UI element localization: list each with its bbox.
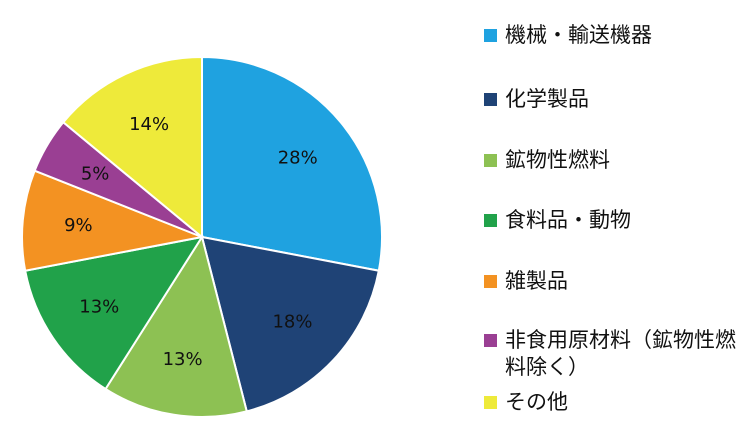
pie-slice-mineral-fuels [104, 234, 248, 418]
pie-slice-food-animals [24, 235, 205, 391]
legend-swatch [484, 93, 497, 106]
pie-slice-machinery [201, 55, 383, 272]
legend-swatch [484, 275, 497, 288]
legend-label: 食料品・動物 [505, 208, 631, 232]
pie-chart: 28% 18% 13% 13% 9% 5% 14% [21, 55, 383, 418]
legend-item-mineral-fuels: 鉱物性燃料 [484, 147, 741, 174]
slice-label-raw-materials: 5% [81, 163, 110, 184]
legend-swatch [484, 396, 497, 409]
legend-item-machinery: 機械・輸送機器 [484, 22, 741, 49]
slice-label-misc-goods: 9% [64, 215, 93, 236]
legend-swatch [484, 334, 497, 347]
legend-item-chemicals: 化学製品 [484, 86, 741, 113]
legend-item-food-animals: 食料品・動物 [484, 207, 741, 234]
slice-label-chemicals: 18% [272, 312, 312, 333]
legend-label: その他 [505, 390, 568, 414]
slice-label-food-animals: 13% [79, 296, 119, 317]
pie-slice-misc-goods [21, 169, 206, 272]
legend-label: 化学製品 [505, 87, 589, 111]
pie-slice-other [61, 55, 203, 240]
legend-item-other: その他 [484, 389, 741, 416]
legend-swatch [484, 214, 497, 227]
slice-label-other: 14% [129, 114, 169, 135]
legend-item-raw-materials: 非食用原材料（鉱物性燃料除く） [484, 327, 741, 381]
legend-swatch [484, 154, 497, 167]
legend-label: 鉱物性燃料 [505, 148, 610, 172]
legend-item-misc-goods: 雑製品 [484, 268, 741, 295]
slice-label-machinery: 28% [278, 147, 318, 168]
slice-label-mineral-fuels: 13% [163, 349, 203, 370]
legend-label: 機械・輸送機器 [505, 23, 652, 47]
legend-swatch [484, 29, 497, 42]
legend-label: 雑製品 [505, 269, 568, 293]
legend-label: 非食用原材料（鉱物性燃料除く） [505, 328, 736, 379]
pie-slice-chemicals [200, 235, 380, 413]
